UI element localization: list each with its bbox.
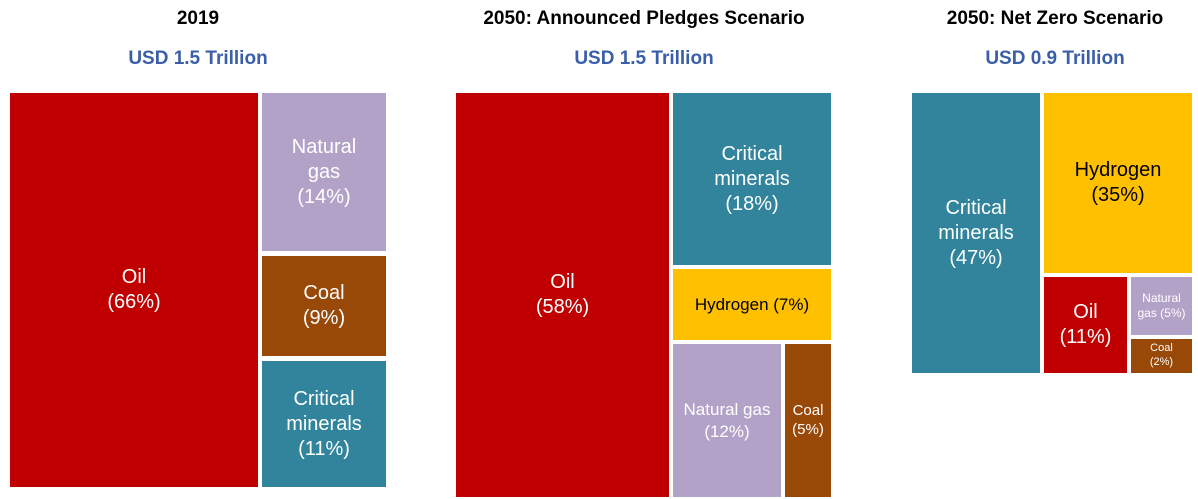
category-label: Oil: [1073, 301, 1098, 323]
cell-label: Coal (5%): [792, 402, 824, 440]
value-label: (35%): [1091, 184, 1145, 206]
value-label: (12%): [704, 421, 750, 441]
value-label: (11%): [298, 437, 350, 460]
treemap-cell: Coal (2%): [1131, 339, 1192, 373]
treemap-cell: Critical minerals (11%): [262, 361, 386, 487]
treemap-cell: Oil (11%): [1044, 277, 1127, 373]
cell-label: Oil (66%): [107, 265, 160, 315]
cell-label: Oil (58%): [536, 270, 589, 320]
value-label: (14%): [297, 185, 351, 208]
chart-subtitle: USD 1.5 Trillion: [574, 48, 714, 69]
chart-subtitle: USD 1.5 Trillion: [128, 48, 268, 69]
treemap-cell: Natural gas (5%): [1131, 277, 1192, 335]
cell-label: Hydrogen (35%): [1075, 158, 1162, 208]
value-label: (58%): [535, 296, 590, 318]
category-label: Natural gas: [1137, 291, 1181, 320]
treemap-cell: Oil (66%): [10, 93, 258, 487]
treemap-cell: Oil (58%): [456, 93, 669, 497]
value-label: (5%): [792, 420, 824, 438]
cell-label: Hydrogen (7%): [695, 294, 809, 315]
value-label: (18%): [725, 192, 779, 215]
value-label: (2%): [1149, 356, 1174, 368]
chart-subtitle: USD 0.9 Trillion: [985, 48, 1125, 69]
category-label: Natural gas: [683, 400, 771, 420]
value-label: (66%): [107, 291, 161, 313]
cell-label: Coal (2%): [1150, 342, 1173, 370]
treemap-cell: Hydrogen (7%): [673, 269, 831, 340]
cell-label: Natural gas (12%): [684, 399, 771, 442]
chart-title: 2019: [176, 8, 220, 29]
cell-label: Critical minerals (18%): [683, 142, 821, 217]
cell-label: Critical minerals (11%): [272, 387, 376, 462]
value-label: (5%): [1160, 306, 1186, 320]
category-label: Critical minerals: [714, 142, 790, 190]
cell-label: Natural gas (5%): [1134, 291, 1189, 321]
cell-label: Critical minerals (47%): [922, 196, 1030, 271]
chart-title: 2050: Announced Pledges Scenario: [483, 8, 805, 29]
value-label: (9%): [302, 307, 346, 329]
value-label: (11%): [1059, 326, 1112, 348]
category-label: Hydrogen: [1074, 159, 1162, 181]
value-label: (7%): [773, 294, 810, 314]
category-label: Natural gas: [291, 135, 357, 183]
cell-label: Oil (11%): [1060, 300, 1112, 350]
category-label: Coal: [303, 282, 345, 304]
value-label: (47%): [949, 246, 1003, 269]
category-label: Hydrogen: [694, 294, 769, 314]
cell-label: Natural gas (14%): [274, 135, 374, 210]
treemap-cell: Critical minerals (18%): [673, 93, 831, 265]
treemap-cell: Hydrogen (35%): [1044, 93, 1192, 273]
treemap-cell: Natural gas (14%): [262, 93, 386, 251]
cell-label: Coal (9%): [303, 281, 345, 331]
category-label: Oil: [121, 266, 147, 288]
treemap-cell: Coal (9%): [262, 256, 386, 356]
category-label: Critical minerals: [938, 196, 1014, 244]
category-label: Oil: [550, 271, 575, 293]
category-label: Critical minerals: [286, 387, 362, 435]
category-label: Coal: [792, 401, 824, 419]
treemap-cell: Critical minerals (47%): [912, 93, 1040, 373]
chart-title: 2050: Net Zero Scenario: [946, 8, 1164, 29]
category-label: Coal: [1150, 342, 1173, 355]
treemap-cell: Natural gas (12%): [673, 344, 781, 497]
treemap-cell: Coal (5%): [785, 344, 831, 497]
